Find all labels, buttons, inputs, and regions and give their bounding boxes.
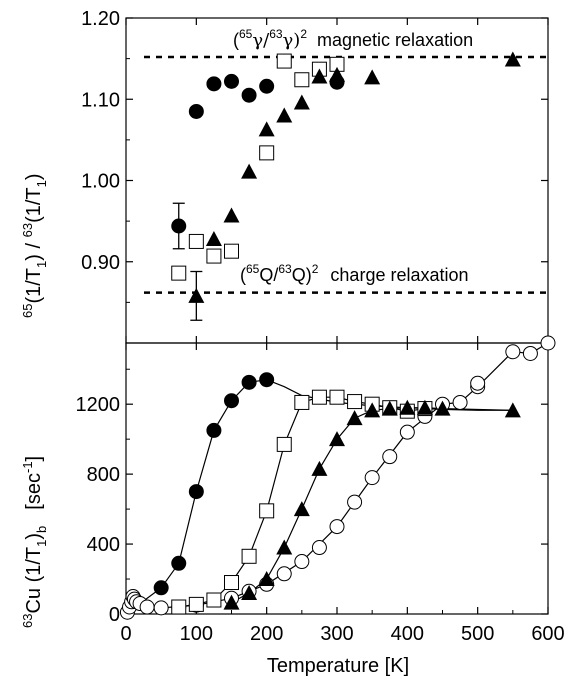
data-point-open-square <box>171 599 187 615</box>
data-point-open-circle <box>522 345 538 361</box>
x-tick-label: 400 <box>391 623 424 645</box>
data-point-filled-circle <box>224 73 239 89</box>
data-point-filled-triangle <box>276 539 293 555</box>
data-point-filled-triangle <box>329 66 345 82</box>
data-point-filled-triangle <box>205 231 222 246</box>
bottom-ticks: 0 400 800 1200 0 100 200 300 400 500 600 <box>76 343 565 645</box>
data-point-open-square <box>224 575 239 591</box>
x-tick-label: 0 <box>120 623 131 645</box>
data-point-filled-triangle <box>364 402 381 418</box>
data-point-filled-triangle <box>504 402 521 418</box>
data-point-filled-circle <box>241 374 257 390</box>
charge-relaxation-annotation: (65Q/63Q)2 charge relaxation <box>240 262 469 285</box>
x-tick-label: 200 <box>250 623 283 645</box>
data-point-filled-triangle <box>434 400 451 416</box>
data-point-filled-triangle <box>346 410 363 426</box>
data-point-filled-triangle <box>399 399 416 415</box>
data-point-filled-triangle <box>311 68 328 84</box>
data-point-filled-circle <box>259 78 275 94</box>
bottom-y-tick-label: 400 <box>87 534 120 556</box>
data-point-filled-circle <box>188 103 204 119</box>
data-point-open-circle <box>452 394 468 410</box>
top-panel: 0.90 1.00 1.10 1.20 (65γ/63γ)2 magnetic rela… <box>20 8 549 344</box>
data-point-filled-triangle <box>223 594 240 610</box>
data-point-open-square <box>206 248 222 264</box>
data-point-filled-circle <box>206 422 222 438</box>
top-y-tick-label: 1.10 <box>81 89 120 111</box>
data-point-open-square <box>329 389 345 405</box>
data-point-open-circle <box>347 494 363 510</box>
data-point-open-square <box>294 72 310 88</box>
x-tick-label: 600 <box>531 623 564 645</box>
data-point-filled-circle <box>171 218 187 234</box>
data-point-open-square <box>294 394 310 410</box>
x-tick-label: 100 <box>180 623 213 645</box>
data-point-open-square <box>276 53 292 69</box>
data-point-filled-circle <box>224 393 239 409</box>
data-point-filled-circle <box>171 555 187 571</box>
x-tick-label: 500 <box>461 623 494 645</box>
reference-lines <box>144 55 546 294</box>
data-point-filled-triangle <box>381 400 398 416</box>
data-point-filled-triangle <box>258 571 275 587</box>
data-point-filled-triangle <box>329 431 345 447</box>
data-point-open-circle <box>364 470 380 486</box>
data-point-open-circle <box>139 599 155 615</box>
data-point-open-square <box>276 436 292 452</box>
bottom-y-tick-label: 1200 <box>76 394 121 416</box>
data-point-filled-triangle <box>293 94 310 110</box>
top-y-tick-label: 0.90 <box>81 252 120 274</box>
bottom-y-axis-label: 63Cu (1/T1)b[sec-1] <box>20 456 49 628</box>
data-point-filled-triangle <box>293 501 310 517</box>
x-axis-label: Temperature [K] <box>267 655 409 677</box>
magnetic-relaxation-annotation: (65γ/63γ)2 magnetic relaxation <box>233 27 473 51</box>
bottom-data-marks <box>119 335 556 620</box>
data-point-open-circle <box>294 554 310 570</box>
data-point-open-square <box>206 592 222 608</box>
data-point-open-circle <box>276 566 292 582</box>
data-point-open-circle <box>311 540 327 556</box>
data-point-filled-circle <box>153 580 169 596</box>
data-point-open-circle <box>540 335 556 351</box>
data-point-open-square <box>311 389 327 405</box>
data-point-open-square <box>188 233 204 249</box>
data-point-open-circle <box>382 449 398 465</box>
data-point-filled-triangle <box>504 51 521 67</box>
top-data-marks <box>171 51 521 321</box>
top-y-axis-label: 65(1/T1) / 63(1/T1) <box>20 173 49 318</box>
data-point-open-circle <box>399 424 415 440</box>
data-point-open-square <box>347 394 363 410</box>
bottom-panel: 0 400 800 1200 0 100 200 300 400 500 600 63Cu (1/T… <box>20 335 565 677</box>
top-y-ticks: 0.90 1.00 1.10 1.20 <box>81 8 549 343</box>
data-point-open-circle <box>153 600 169 616</box>
data-point-filled-triangle <box>223 207 240 223</box>
data-point-filled-triangle <box>258 121 275 137</box>
data-point-filled-triangle <box>188 287 205 303</box>
data-point-open-square <box>171 265 187 281</box>
data-point-open-square <box>224 243 239 259</box>
data-point-open-square <box>241 548 257 564</box>
data-point-open-circle <box>505 344 521 360</box>
x-tick-label: 300 <box>320 623 353 645</box>
data-point-open-circle <box>329 519 345 535</box>
data-point-open-square <box>259 503 275 519</box>
top-y-tick-label: 1.20 <box>81 8 120 30</box>
data-point-filled-triangle <box>241 163 258 179</box>
data-point-filled-circle <box>206 76 222 92</box>
data-point-filled-triangle <box>311 460 328 476</box>
data-point-filled-triangle <box>364 69 381 85</box>
data-point-filled-circle <box>188 484 204 500</box>
data-point-open-circle <box>470 375 486 391</box>
data-point-filled-triangle <box>241 585 258 601</box>
data-point-open-square <box>188 596 204 612</box>
data-point-open-square <box>259 145 275 161</box>
top-y-tick-label: 1.00 <box>81 171 120 193</box>
bottom-y-tick-label: 0 <box>109 604 120 626</box>
data-point-filled-triangle <box>416 399 433 415</box>
data-point-filled-triangle <box>276 107 293 123</box>
bottom-y-tick-label: 800 <box>87 464 120 486</box>
data-point-filled-circle <box>259 372 275 388</box>
data-point-filled-circle <box>241 87 257 103</box>
